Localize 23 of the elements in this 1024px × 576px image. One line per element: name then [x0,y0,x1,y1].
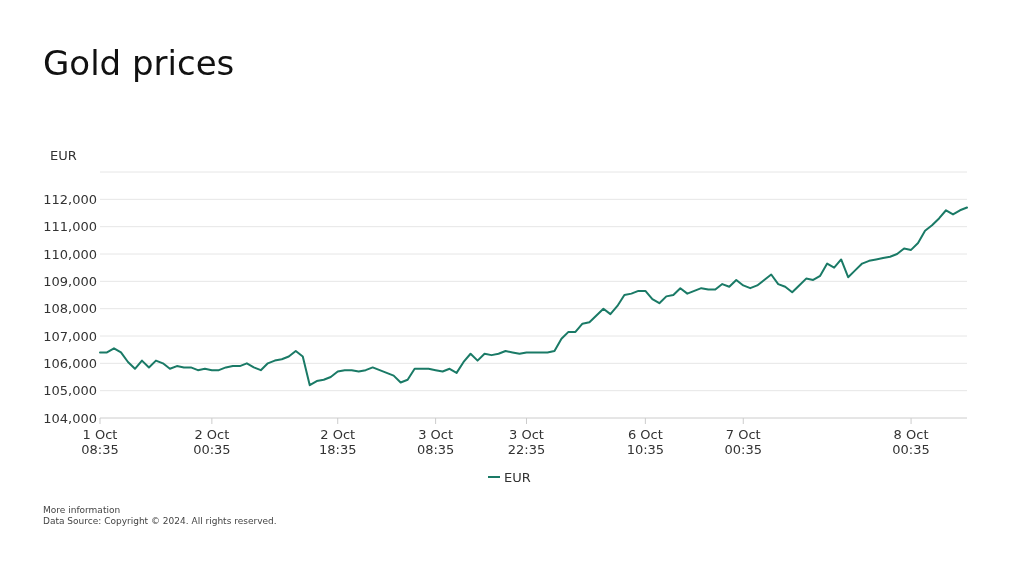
y-tick-label: 110,000 [43,246,97,262]
x-tick-label: 3 Oct 08:35 [416,427,455,457]
y-tick-label: 108,000 [43,301,97,317]
y-tick-label: 107,000 [43,328,97,344]
y-tick-label: 112,000 [43,191,97,207]
y-tick-label: 105,000 [43,383,97,399]
x-tick-label: 1 Oct 08:35 [81,427,119,457]
y-tick-label: 104,000 [43,410,97,426]
chart-title: Gold prices [43,43,235,83]
x-tick-label: 6 Oct 10:35 [626,427,665,457]
source-note: Data Source: Copyright © 2024. All rights reserved. [43,516,277,526]
x-tick-label: 8 Oct 00:35 [892,427,930,457]
y-axis-title: EUR [50,148,77,163]
text: More information [43,505,121,515]
line-series [99,206,968,387]
x-tick-label: 7 Oct 00:35 [724,427,762,457]
y-tick-label: 111,000 [43,219,97,235]
x-tick-label: 2 Oct 00:35 [193,427,231,457]
legend-label: EUR [504,469,531,485]
x-tick-label: 3 Oct 22:35 [507,427,546,457]
x-tick-label: 2 Oct 18:35 [318,427,357,457]
y-tick-label: 109,000 [43,273,97,289]
y-tick-label: 106,000 [43,355,97,371]
